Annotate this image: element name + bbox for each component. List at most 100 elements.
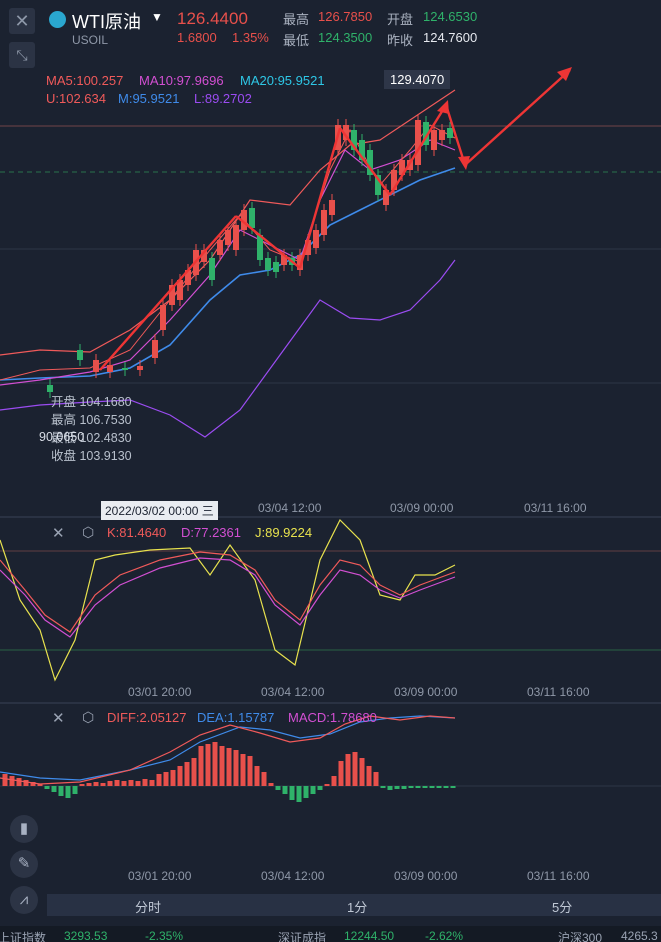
macd-bar <box>268 783 274 786</box>
candle-body <box>209 258 215 280</box>
macd-bar <box>373 772 379 786</box>
tab-5min[interactable]: 5分 <box>552 900 573 915</box>
macd-bar <box>282 786 288 794</box>
collapse-button[interactable]: ⤡ <box>9 42 35 68</box>
macd-bar <box>107 781 113 786</box>
symbol-dropdown-icon[interactable]: ▼ <box>151 10 163 24</box>
tooltip-open: 开盘 104.1680 <box>51 395 132 409</box>
macd-time-4: 03/11 16:00 <box>527 869 590 883</box>
candle-body <box>185 270 191 285</box>
macd-bar <box>233 750 239 786</box>
open-value: 124.6530 <box>423 9 478 24</box>
macd-time-2: 03/04 12:00 <box>261 869 325 883</box>
boll-lower-line <box>0 259 456 438</box>
macd-bar <box>303 786 309 798</box>
macd-bar <box>16 778 22 786</box>
prev-close-value: 124.7600 <box>423 30 478 45</box>
tooltip-high: 最高 106.7530 <box>51 413 132 427</box>
macd-bar <box>205 744 211 786</box>
trend-arrow-7 <box>464 69 571 166</box>
ticker-name-1[interactable]: 上证指数 <box>0 931 47 942</box>
macd-settings-icon[interactable]: ⬡ <box>82 709 95 725</box>
prev-close-label: 昨收 <box>387 33 414 48</box>
candle-style-button[interactable]: ▮ <box>10 815 38 843</box>
price-change-pct: 1.35% <box>232 30 269 45</box>
arrow-head <box>458 156 470 170</box>
macd-bar <box>247 756 253 786</box>
tab-timeshare[interactable]: 分时 <box>135 900 162 915</box>
ma5-legend: MA5:100.257 <box>46 73 124 88</box>
high-value: 126.7850 <box>318 9 373 24</box>
macd-bar <box>170 770 176 786</box>
crosshair-price: 90.0650 <box>39 430 85 444</box>
macd-bar <box>352 752 358 786</box>
macd-bar <box>429 786 435 788</box>
macd-bar <box>156 774 162 786</box>
low-value: 124.3500 <box>318 30 373 45</box>
close-button[interactable]: ✕ <box>9 8 35 34</box>
kdj-k: K:81.4640 <box>107 525 167 540</box>
ticker-name-3[interactable]: 沪深300 <box>558 931 603 942</box>
candle-body <box>201 250 207 262</box>
candle-body <box>217 240 223 255</box>
trend-arrow-6 <box>444 104 467 166</box>
draw-button[interactable]: ✎ <box>10 850 38 878</box>
candle-body <box>77 350 83 360</box>
ticker-value-1: 3293.53 <box>64 929 108 942</box>
macd-bar <box>254 766 260 786</box>
kdj-settings-icon[interactable]: ⬡ <box>82 524 95 540</box>
candle-body <box>351 130 357 150</box>
macd-bar <box>79 784 85 786</box>
tooltip-close: 收盘 103.9130 <box>51 449 132 463</box>
macd-bar <box>23 780 29 786</box>
macd-time-1: 03/01 20:00 <box>128 869 192 883</box>
macd-bar <box>275 786 281 790</box>
candle-body <box>359 140 365 160</box>
candle-body <box>281 255 287 265</box>
arrow-head <box>437 100 449 114</box>
time-label-2: 03/04 12:00 <box>258 501 322 515</box>
macd-dea: DEA:1.15787 <box>197 710 275 725</box>
kdj-d-line <box>0 557 456 638</box>
macd-bar <box>415 786 421 788</box>
candle-icon: ▮ <box>19 820 29 837</box>
symbol-logo <box>49 11 66 28</box>
symbol-name[interactable]: WTI原油 <box>72 12 141 32</box>
macd-bar <box>93 782 99 786</box>
tooltip-low: 最低 102.4830 <box>51 431 132 445</box>
macd-bar <box>394 786 400 789</box>
candle-body <box>439 130 445 140</box>
kdj-time-2: 03/04 12:00 <box>261 685 325 699</box>
macd-bar <box>2 774 8 786</box>
macd-bar <box>310 786 316 794</box>
trend-arrow-1 <box>99 215 237 371</box>
macd-bar <box>86 783 92 786</box>
ticker-pct-2: -2.62% <box>425 929 464 942</box>
tab-1min[interactable]: 1分 <box>347 900 368 915</box>
symbol-code: USOIL <box>72 33 109 47</box>
trend-arrow-2 <box>235 215 301 269</box>
arrow-head <box>557 67 572 81</box>
indicator-button[interactable]: ⩘ <box>10 886 38 914</box>
macd-bar <box>142 779 148 786</box>
candle-body <box>169 285 175 305</box>
macd-bar <box>226 748 232 786</box>
candle-body <box>249 208 255 228</box>
trend-arrow-3 <box>298 127 342 269</box>
macd-bar <box>128 780 134 786</box>
candle-body <box>273 262 279 272</box>
kdj-close-icon[interactable]: ✕ <box>52 525 65 542</box>
macd-close-icon[interactable]: ✕ <box>52 710 65 727</box>
candle-body <box>447 128 453 138</box>
candle-body <box>265 258 271 270</box>
candle-body <box>415 120 421 165</box>
macd-bar <box>212 742 218 786</box>
candle-body <box>177 280 183 300</box>
ticker-name-2[interactable]: 深证成指 <box>278 931 327 942</box>
macd-bar <box>184 762 190 786</box>
time-label-3: 03/09 00:00 <box>390 501 454 515</box>
macd-bar <box>450 786 456 788</box>
macd-bar <box>240 754 246 786</box>
candle-body <box>431 130 437 150</box>
